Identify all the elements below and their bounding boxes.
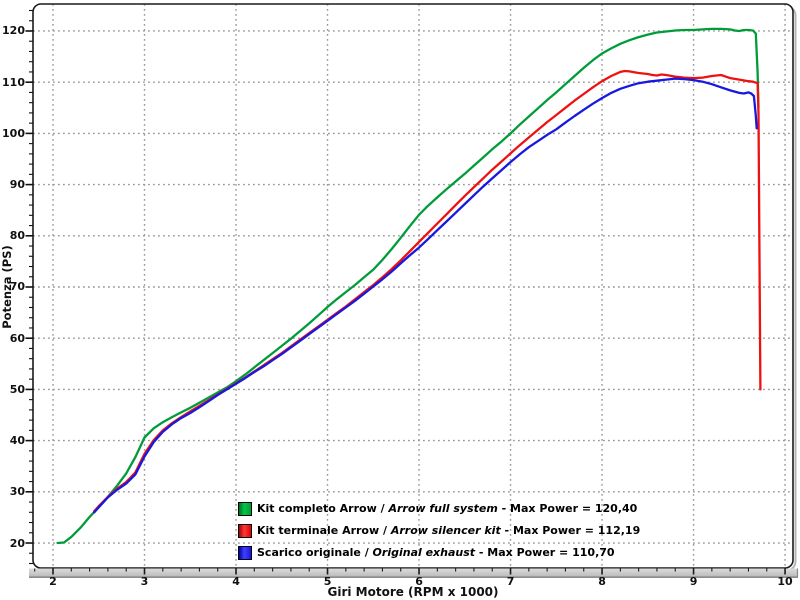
x-axis-title: Giri Motore (RPM x 1000) [327,585,499,599]
legend-label: Kit completo Arrow / Arrow full system -… [257,502,637,515]
legend-label: Kit terminale Arrow / Arrow silencer kit… [257,524,640,537]
y-axis-title: Potenza (PS) [0,245,14,329]
legend-label-italian: Scarico originale [257,546,361,559]
y-tick-label: 30 [9,485,25,499]
legend-label-english: Original exhaust [372,546,476,559]
y-tick-label: 20 [9,536,25,550]
x-tick-label: 9 [689,575,698,588]
legend-label-italian: Kit terminale Arrow [257,524,380,537]
y-tick-label: 80 [9,229,25,243]
legend-separator: / [360,546,373,559]
y-tick-label: 50 [9,382,25,396]
legend-label-italian: Kit completo Arrow [257,502,377,515]
curves [56,27,762,545]
x-tick-label: 8 [598,575,606,588]
x-tick-label: 4 [232,575,240,588]
y-tick-label: 70 [9,280,25,294]
legend-swatch-red [238,523,252,538]
x-tick-label: 5 [323,575,332,588]
legend: Kit completo Arrow / Arrow full system -… [238,501,640,568]
curve-kit-completo-arrow [56,27,760,545]
gridlines [33,4,793,568]
x-tick-label: 6 [415,575,423,588]
legend-separator: / [379,524,391,537]
y-tick-label: 110 [2,75,25,89]
legend-item-arrow-full-system: Kit completo Arrow / Arrow full system -… [238,501,640,516]
x-tick-label: 3 [140,575,149,588]
legend-item-original-exhaust: Scarico originale / Original exhaust - M… [238,545,640,560]
legend-swatch-blue [238,545,252,560]
curve-scarico-originale [93,77,758,514]
legend-max-power: - Max Power = 110,70 [475,546,615,559]
legend-label-english: Arrow silencer kit [390,524,501,537]
y-tick-label: 60 [9,331,25,345]
x-axis-bar [29,568,799,578]
plot-border [32,3,794,569]
x-tick-label: 10 [777,575,793,588]
y-tick-label: 120 [2,24,25,38]
y-tick-label: 100 [2,126,25,140]
legend-swatch-green [238,501,252,516]
x-tick-label: 7 [506,575,515,588]
y-tick-label: 90 [9,178,25,192]
legend-item-arrow-silencer-kit: Kit terminale Arrow / Arrow silencer kit… [238,523,640,538]
y-axis-ticks [25,9,33,565]
y-tick-label: 40 [9,434,25,448]
legend-max-power: - Max Power = 112,19 [500,524,641,537]
legend-max-power: - Max Power = 120,40 [497,502,638,515]
x-tick-label: 2 [49,575,57,588]
legend-label-english: Arrow full system [388,502,498,515]
legend-label: Scarico originale / Original exhaust - M… [257,546,615,559]
legend-separator: / [376,502,389,515]
